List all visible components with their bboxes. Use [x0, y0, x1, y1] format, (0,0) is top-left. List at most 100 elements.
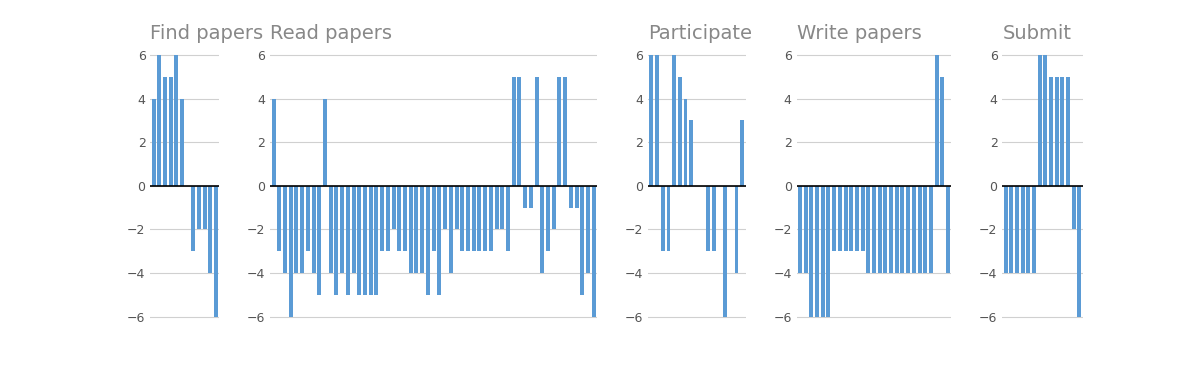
Bar: [363, 186, 367, 295]
Bar: [506, 186, 510, 251]
Bar: [804, 186, 807, 273]
Bar: [443, 186, 448, 229]
Bar: [569, 186, 573, 208]
Bar: [461, 186, 464, 251]
Bar: [168, 77, 173, 186]
Bar: [397, 186, 402, 251]
Bar: [837, 186, 842, 251]
Bar: [1055, 77, 1059, 186]
Bar: [540, 186, 544, 273]
Bar: [494, 186, 498, 229]
Bar: [511, 77, 516, 186]
Bar: [415, 186, 419, 273]
Bar: [592, 186, 595, 316]
Bar: [334, 186, 338, 295]
Bar: [1021, 186, 1025, 273]
Bar: [191, 186, 195, 251]
Bar: [1003, 186, 1008, 273]
Bar: [883, 186, 888, 273]
Bar: [409, 186, 413, 273]
Bar: [586, 186, 589, 273]
Bar: [158, 55, 161, 186]
Bar: [380, 186, 384, 251]
Bar: [557, 77, 562, 186]
Bar: [906, 186, 911, 273]
Bar: [901, 186, 905, 273]
Bar: [438, 186, 442, 295]
Bar: [180, 99, 184, 186]
Bar: [689, 120, 693, 186]
Bar: [517, 77, 521, 186]
Bar: [1032, 186, 1036, 273]
Bar: [832, 186, 836, 251]
Bar: [546, 186, 550, 251]
Text: Participate: Participate: [648, 24, 752, 43]
Bar: [918, 186, 921, 273]
Bar: [351, 186, 356, 273]
Bar: [912, 186, 915, 273]
Bar: [301, 186, 304, 273]
Bar: [929, 186, 932, 273]
Bar: [923, 186, 928, 273]
Bar: [312, 186, 315, 273]
Bar: [935, 55, 938, 186]
Bar: [420, 186, 425, 273]
Bar: [860, 186, 865, 251]
Bar: [650, 55, 653, 186]
Bar: [878, 186, 882, 273]
Bar: [500, 186, 504, 229]
Bar: [328, 186, 333, 273]
Bar: [392, 186, 396, 229]
Bar: [318, 186, 321, 295]
Bar: [683, 99, 687, 186]
Bar: [820, 186, 825, 316]
Bar: [575, 186, 579, 208]
Bar: [1038, 55, 1042, 186]
Bar: [816, 186, 819, 316]
Bar: [208, 186, 212, 273]
Bar: [855, 186, 859, 251]
Bar: [466, 186, 470, 251]
Bar: [723, 186, 727, 316]
Bar: [706, 186, 710, 251]
Bar: [849, 186, 853, 251]
Bar: [677, 77, 682, 186]
Bar: [672, 55, 676, 186]
Bar: [1015, 186, 1019, 273]
Bar: [889, 186, 893, 273]
Bar: [872, 186, 876, 273]
Bar: [478, 186, 481, 251]
Bar: [374, 186, 379, 295]
Bar: [449, 186, 452, 273]
Bar: [740, 120, 745, 186]
Bar: [1072, 186, 1075, 229]
Bar: [712, 186, 716, 251]
Bar: [152, 99, 155, 186]
Bar: [357, 186, 361, 295]
Text: Find papers: Find papers: [150, 24, 263, 43]
Bar: [946, 186, 950, 273]
Bar: [941, 77, 944, 186]
Bar: [826, 186, 830, 316]
Bar: [488, 186, 493, 251]
Bar: [455, 186, 458, 229]
Bar: [289, 186, 292, 316]
Bar: [552, 186, 556, 229]
Bar: [369, 186, 373, 295]
Bar: [798, 186, 802, 273]
Bar: [278, 186, 282, 251]
Bar: [164, 77, 167, 186]
Bar: [283, 186, 288, 273]
Bar: [1049, 77, 1053, 186]
Bar: [529, 186, 533, 208]
Bar: [1060, 77, 1065, 186]
Bar: [666, 186, 670, 251]
Bar: [563, 77, 567, 186]
Bar: [1026, 186, 1031, 273]
Bar: [324, 99, 327, 186]
Bar: [1009, 186, 1013, 273]
Bar: [580, 186, 585, 295]
Bar: [866, 186, 870, 273]
Bar: [306, 186, 310, 251]
Bar: [202, 186, 207, 229]
